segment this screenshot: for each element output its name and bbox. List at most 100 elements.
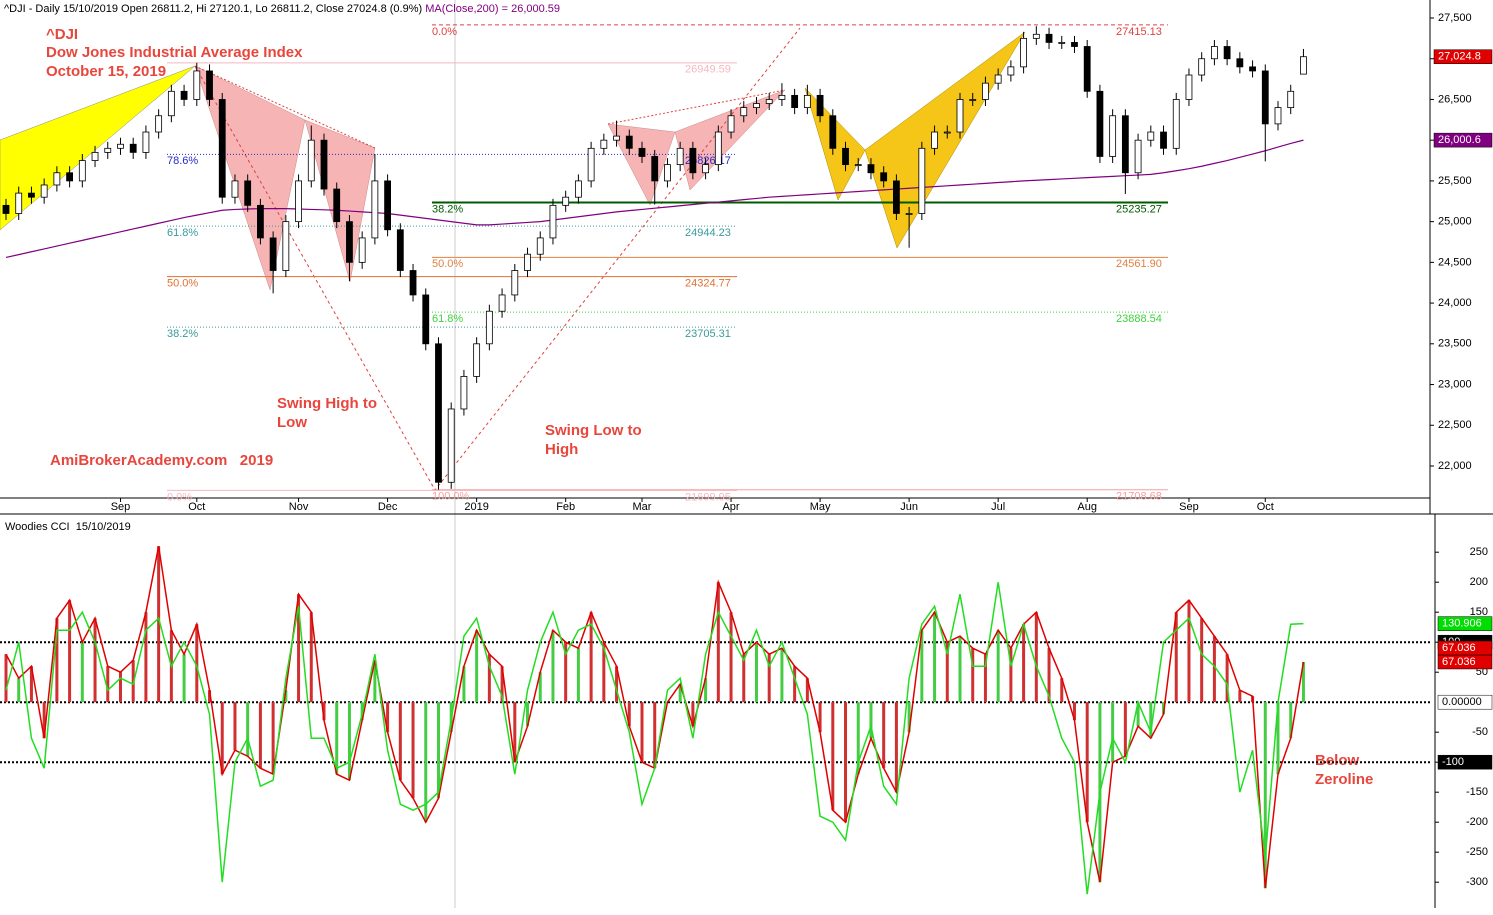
cci-histogram <box>882 702 886 769</box>
cci-histogram <box>971 648 975 703</box>
y-tick-label: 24,500 <box>1438 256 1472 268</box>
cci-histogram <box>144 612 148 703</box>
candle-body <box>969 99 977 101</box>
candle-body <box>600 139 608 149</box>
cci-histogram <box>526 702 530 727</box>
cci-histogram <box>4 654 8 703</box>
candle-body <box>384 180 392 231</box>
candle-body <box>765 99 773 104</box>
fib-value: 21708.68 <box>1116 491 1162 503</box>
date-label: October 15, 2019 <box>46 63 166 80</box>
candle-body <box>854 164 862 167</box>
y-tick-label: 25,000 <box>1438 216 1472 228</box>
cci-histogram <box>106 666 110 703</box>
value-box-label: 130.906 <box>1442 618 1482 630</box>
annotation: Below <box>1315 752 1360 769</box>
candle-body <box>91 151 99 161</box>
x-tick-label: Nov <box>289 501 309 513</box>
y-tick-label: -150 <box>1466 786 1488 798</box>
candle-body <box>803 94 811 108</box>
cci-histogram <box>1276 702 1280 775</box>
candle-body <box>1147 131 1155 141</box>
cci-histogram <box>1238 690 1242 703</box>
candle-body <box>473 343 481 377</box>
value-box-label: 26,000.6 <box>1438 134 1481 146</box>
candle-body <box>638 147 646 157</box>
candle-body <box>791 94 799 108</box>
candle-body <box>28 192 35 198</box>
candle-body <box>625 135 633 149</box>
cci-histogram <box>271 702 275 775</box>
cci-histogram <box>1212 636 1216 703</box>
cci-histogram <box>297 594 301 703</box>
candle-body <box>155 115 163 133</box>
candle-body <box>1083 46 1091 92</box>
candle-body <box>1096 90 1104 157</box>
cci-histogram <box>208 690 212 703</box>
value-box <box>1437 754 1493 770</box>
cci-histogram <box>335 702 339 775</box>
candle-body <box>231 180 239 198</box>
candle-body <box>714 131 722 166</box>
candle-body <box>371 180 379 239</box>
candle-body <box>167 90 175 117</box>
fib-label: 61.8% <box>167 227 198 239</box>
cci-histogram <box>487 654 491 703</box>
candle-body <box>78 160 86 182</box>
candle-body <box>1236 58 1244 68</box>
candle-body <box>346 221 353 263</box>
fib-label: 100.0% <box>432 491 470 503</box>
candle-body <box>613 135 620 141</box>
candle-body <box>435 343 442 483</box>
y-tick-label: 250 <box>1470 546 1488 558</box>
candle-body <box>575 180 582 198</box>
value-box-label: 67.036 <box>1442 642 1476 654</box>
x-tick-label: Oct <box>188 501 205 513</box>
cci-histogram <box>1072 702 1076 721</box>
x-tick-label: Oct <box>1257 501 1274 513</box>
candle-body <box>320 139 328 190</box>
cci-histogram <box>436 702 440 799</box>
candle-body <box>218 99 226 198</box>
y-tick-label: 22,000 <box>1438 460 1472 472</box>
x-tick-label: Jul <box>991 501 1005 513</box>
cci-histogram <box>894 702 898 793</box>
cci-histogram <box>1289 702 1293 739</box>
cci-histogram <box>1200 618 1204 703</box>
candle-body <box>587 147 595 182</box>
pattern-orange <box>864 31 1026 249</box>
cci-histogram <box>398 702 402 781</box>
candle-body <box>129 143 137 153</box>
y-tick-label: -250 <box>1466 846 1488 858</box>
cci-histogram <box>551 630 555 703</box>
candle-body <box>193 70 201 100</box>
candle-body <box>1172 99 1180 149</box>
y-tick-label: 24,000 <box>1438 297 1472 309</box>
pattern-pink <box>674 89 786 191</box>
candle-body <box>117 143 124 149</box>
candle-body <box>206 70 213 100</box>
cci-histogram <box>1136 702 1140 727</box>
cci-histogram <box>742 654 746 703</box>
candle-body <box>931 131 938 149</box>
candle-body <box>498 294 506 312</box>
cci-histogram <box>1301 661 1305 703</box>
chart-subtitle: Dow Jones Industrial Average Index <box>46 44 303 61</box>
cci-histogram <box>602 642 606 703</box>
candle-body <box>1249 66 1256 72</box>
cci-histogram <box>831 702 835 811</box>
cci-histogram <box>1225 654 1229 703</box>
y-tick-label: 150 <box>1470 606 1488 618</box>
cci-histogram <box>1009 648 1013 703</box>
candle-body <box>1261 70 1269 125</box>
candle-body <box>1160 131 1167 149</box>
candle-body <box>867 164 875 174</box>
patterns <box>0 27 1026 491</box>
panel-title: Woodies CCI 15/10/2019 <box>5 521 131 533</box>
ma-line <box>5 139 1304 259</box>
cci-histogram <box>246 702 250 757</box>
candle-body <box>511 270 519 296</box>
candle-body <box>1223 46 1231 60</box>
value-box <box>1437 640 1493 656</box>
